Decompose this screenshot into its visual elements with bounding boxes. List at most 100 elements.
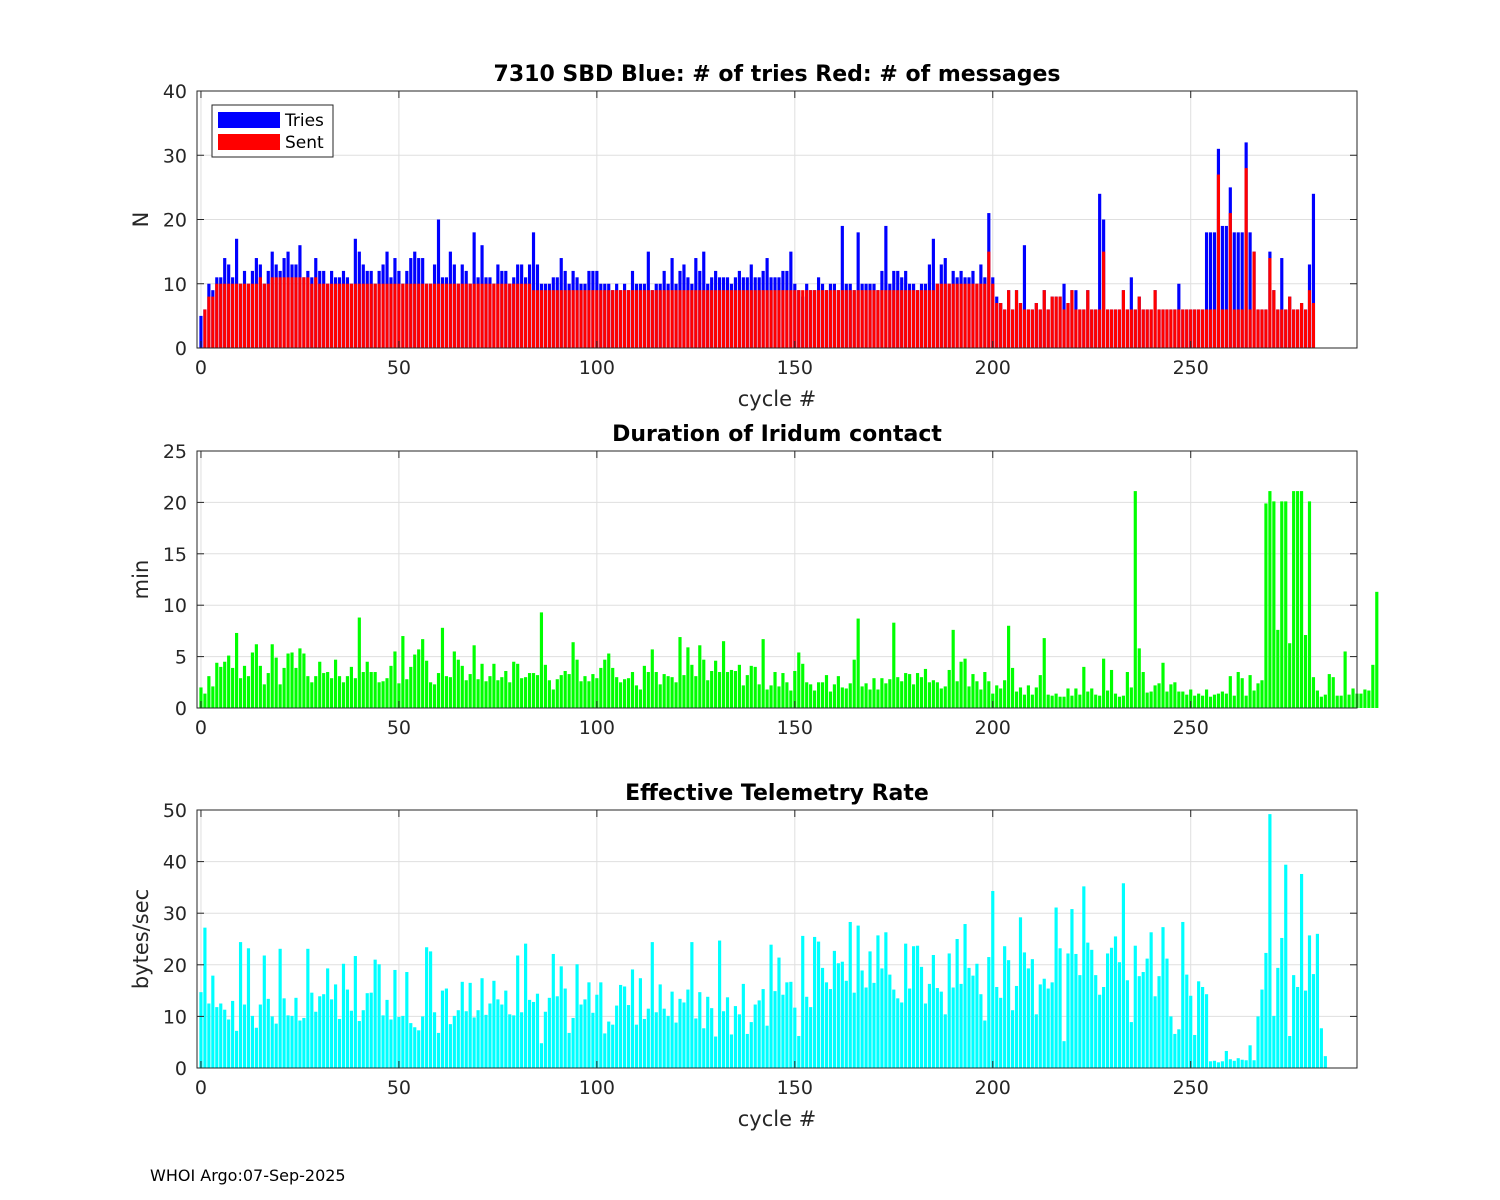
bar <box>626 678 631 708</box>
bar <box>666 1015 670 1068</box>
bar <box>290 1015 294 1068</box>
bar <box>1034 687 1038 708</box>
bar <box>900 1002 904 1068</box>
bar <box>1204 994 1209 1068</box>
bar <box>389 665 393 708</box>
bar <box>860 290 864 348</box>
bar <box>235 283 239 348</box>
bar <box>832 684 836 708</box>
bar <box>1173 1033 1177 1068</box>
bar <box>484 1014 488 1068</box>
bar <box>1260 680 1264 708</box>
bar <box>1117 696 1122 708</box>
bar <box>389 1019 393 1068</box>
bar <box>254 644 258 708</box>
bar <box>1169 684 1173 708</box>
bar <box>579 681 583 708</box>
y-tick-label: 50 <box>163 800 187 822</box>
bar <box>987 957 991 1068</box>
x-axis-label: cycle # <box>738 387 817 411</box>
bar <box>1193 695 1197 708</box>
bar <box>1098 695 1102 708</box>
bar <box>322 994 326 1068</box>
bar <box>258 665 262 708</box>
bar <box>959 983 963 1068</box>
bar <box>714 660 718 708</box>
chart-title: 7310 SBD Blue: # of tries Red: # of mess… <box>494 62 1061 87</box>
bar <box>904 290 908 348</box>
bar <box>266 673 270 708</box>
bar <box>1003 680 1007 708</box>
bar <box>619 290 623 348</box>
bar <box>1315 690 1319 708</box>
bar <box>1236 1058 1240 1068</box>
bar <box>745 290 749 348</box>
bar <box>559 675 563 708</box>
bar <box>1145 692 1149 708</box>
bar <box>1220 691 1224 708</box>
bar <box>1066 953 1070 1068</box>
bar <box>452 651 456 708</box>
bar <box>642 290 646 348</box>
bar <box>599 667 603 708</box>
bar <box>440 990 445 1068</box>
bar <box>555 290 559 348</box>
bar <box>1165 958 1169 1068</box>
bar <box>1086 290 1090 348</box>
bar <box>1311 974 1316 1068</box>
bar <box>1268 491 1272 708</box>
bar <box>785 290 789 348</box>
legend-label: Tries <box>284 111 324 131</box>
bar <box>1129 1022 1133 1068</box>
bar <box>761 989 765 1068</box>
bar <box>686 290 690 348</box>
x-tick-label: 100 <box>579 717 615 739</box>
bar <box>769 944 773 1068</box>
bar <box>1086 942 1090 1068</box>
bar <box>872 678 876 708</box>
bar <box>254 283 258 348</box>
bar <box>587 290 591 348</box>
bar <box>484 283 488 348</box>
bar <box>207 676 211 708</box>
bar <box>270 1016 274 1068</box>
bar <box>1121 695 1125 708</box>
bar <box>931 954 935 1068</box>
bar <box>1010 1010 1015 1068</box>
y-axis-label: min <box>129 560 153 600</box>
bar <box>1216 1062 1221 1068</box>
bar <box>500 1004 504 1068</box>
bar <box>231 283 235 348</box>
bar <box>1303 990 1308 1068</box>
bar <box>1007 960 1011 1068</box>
bar <box>460 283 464 348</box>
bar <box>1058 296 1062 348</box>
bar <box>203 309 207 348</box>
bar <box>456 659 460 708</box>
bar <box>1240 232 1244 348</box>
bar <box>1133 945 1137 1068</box>
bar <box>559 966 563 1068</box>
bar <box>369 672 373 708</box>
bar <box>1220 1061 1224 1068</box>
bar <box>864 987 868 1068</box>
bar <box>314 676 318 708</box>
bar <box>753 666 757 708</box>
bar <box>357 1021 361 1068</box>
bar <box>381 283 385 348</box>
bar <box>1327 674 1331 708</box>
bar <box>1212 1060 1217 1068</box>
bar <box>884 683 888 708</box>
bar <box>199 315 203 348</box>
bar <box>1272 290 1276 348</box>
bar <box>1022 309 1027 348</box>
bar <box>1303 635 1308 708</box>
bar <box>1034 1014 1038 1068</box>
bar <box>369 992 373 1068</box>
bar <box>250 1015 255 1068</box>
bar <box>238 678 243 708</box>
bar <box>286 1015 290 1068</box>
bar <box>642 665 646 708</box>
y-axis-label: N <box>129 212 153 228</box>
